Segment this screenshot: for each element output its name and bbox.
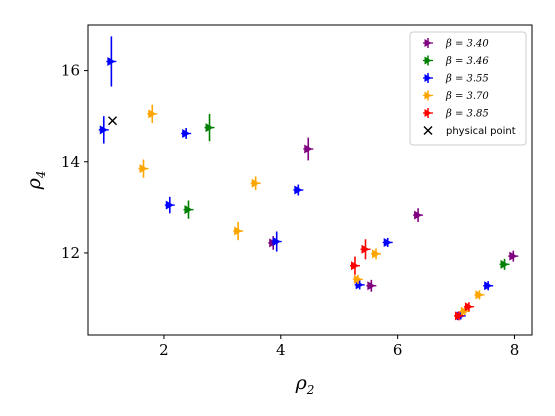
point-marker [251,178,260,188]
data-point [508,250,519,262]
data-point [204,113,215,142]
point-marker [139,164,148,174]
data-point [147,104,158,124]
data-point [106,36,117,87]
x-tick-label: 2 [159,341,169,359]
legend-marker [424,74,432,82]
point-marker [475,290,484,300]
point-marker [148,109,157,119]
legend-item: β = 3.55 [423,73,489,85]
point-marker [99,125,108,135]
data-point [108,116,118,126]
point-marker [454,311,463,321]
legend-marker [424,91,432,100]
point-marker [484,281,493,291]
y-tick-label: 16 [61,62,80,80]
y-axis-label-main: ρ [23,177,45,190]
legend-marker [424,39,432,47]
y-tick-label: 12 [61,244,80,262]
data-point [98,116,109,144]
point-marker [165,200,174,210]
point-marker [464,302,473,312]
legend-frame [409,31,527,146]
data-point [474,290,485,300]
series-1 [183,113,510,270]
data-point [271,231,282,252]
legend-label: β = 3.85 [445,109,489,120]
point-marker [383,237,392,247]
legend: β = 3.40 β = 3.46 β = 3.55 β = 3.70 β = 3.85… [409,31,527,146]
data-point [382,237,393,248]
legend-marker [424,109,432,117]
legend-label: β = 3.55 [445,74,489,85]
y-tick-label: 14 [61,153,80,171]
point-marker [182,129,191,138]
data-point [250,176,261,191]
data-point [181,128,192,139]
legend-item: β = 3.70 [423,90,489,102]
x-tick-label: 8 [510,341,520,359]
x-tick-label: 6 [393,341,403,359]
legend-label: physical point [446,126,516,137]
legend-item: β = 3.40 [423,38,489,50]
data-point [360,239,371,260]
point-marker [108,116,118,126]
point-marker [509,251,518,261]
x-tick-label: 4 [276,341,286,359]
legend-item: physical point [423,126,516,137]
point-marker [234,226,243,236]
ticks-layer: 2 4 6 8 12 14 16 [61,62,519,359]
data-point [138,159,149,178]
data-point [293,184,304,196]
data-point [349,256,360,275]
x-axis-label-main: ρ [295,372,308,394]
y-axis-label-sub: 4 [34,171,48,180]
series-5 [108,116,118,126]
data-point [183,200,194,219]
point-marker [350,261,359,271]
data-point [463,302,474,312]
data-point [352,274,363,284]
x-axis-label: ρ2 [295,372,315,397]
data-point [233,221,244,241]
point-marker [184,205,193,215]
data-point [164,196,175,214]
legend-label: β = 3.46 [445,56,489,67]
point-marker [500,259,509,269]
legend-item: β = 3.85 [423,108,489,120]
y-axis-label: ρ4 [23,171,48,191]
point-marker [107,56,116,66]
data-point [303,137,314,161]
point-marker [414,210,423,220]
point-marker [372,249,381,259]
x-axis-label-sub: 2 [306,383,315,397]
series-2 [98,36,494,321]
point-marker [205,123,214,133]
point-marker [272,237,281,247]
series-4 [349,239,474,321]
point-marker [367,281,376,291]
data-point [453,311,464,321]
data-point [499,258,510,270]
point-marker [294,185,303,195]
legend-label: β = 3.70 [445,91,489,102]
data-point [413,208,424,222]
data-point [483,281,494,291]
point-marker [353,274,362,284]
legend-item: β = 3.46 [423,55,489,67]
data-point [371,248,382,260]
legend-marker [423,126,433,135]
legend-marker [424,56,432,65]
data-point [366,279,377,292]
point-marker [304,144,313,154]
legend-label: β = 3.40 [445,39,489,50]
point-marker [361,244,370,254]
point-marker [460,306,469,316]
plot-frame [87,24,533,336]
data-layer [98,36,519,321]
